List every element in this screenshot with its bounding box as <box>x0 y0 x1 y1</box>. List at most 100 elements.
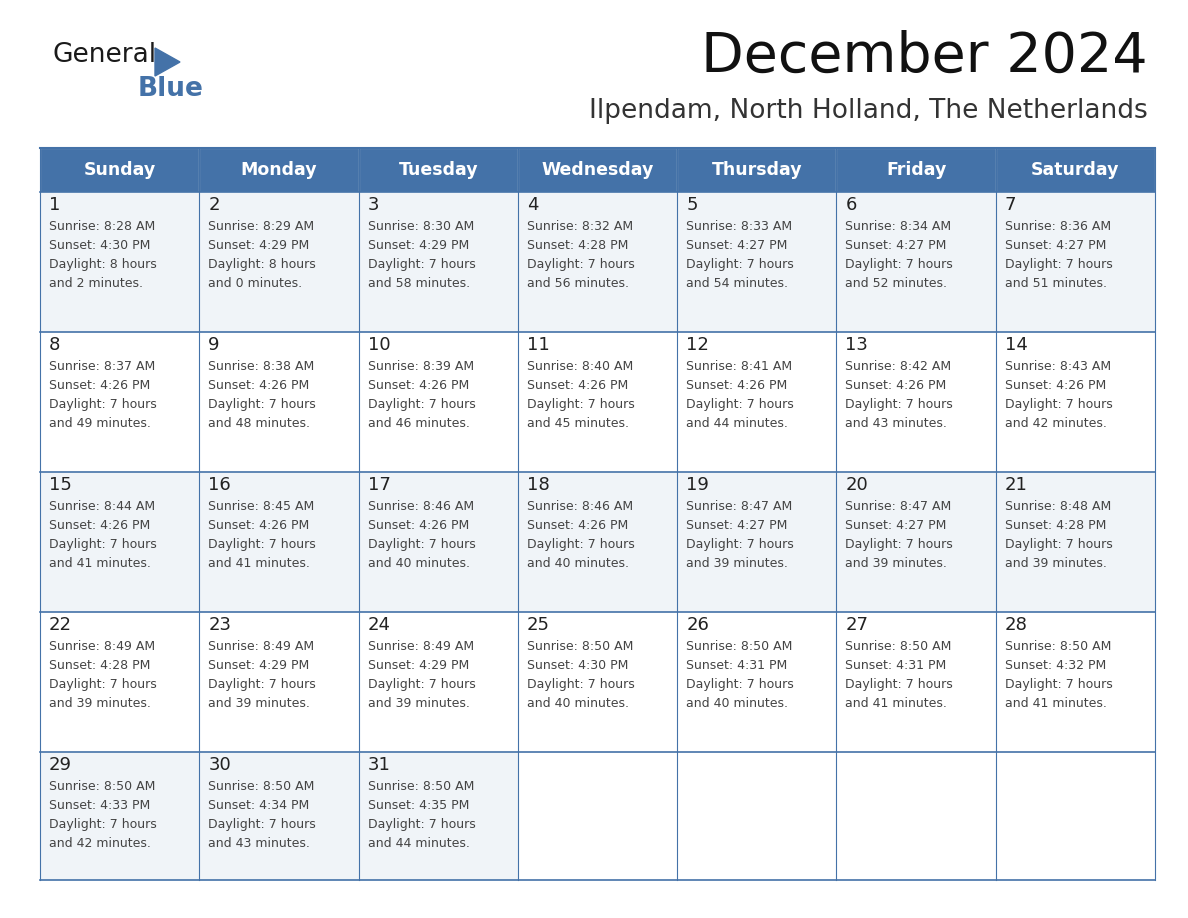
Bar <box>40 332 200 472</box>
Text: 5: 5 <box>687 196 697 214</box>
Text: Sunrise: 8:36 AM: Sunrise: 8:36 AM <box>1005 220 1111 233</box>
Text: Sunset: 4:30 PM: Sunset: 4:30 PM <box>526 659 628 672</box>
Text: Daylight: 8 hours: Daylight: 8 hours <box>49 258 157 271</box>
Text: and 45 minutes.: and 45 minutes. <box>526 417 628 430</box>
Text: 25: 25 <box>526 616 550 634</box>
Text: Sunrise: 8:50 AM: Sunrise: 8:50 AM <box>1005 640 1111 653</box>
Text: Sunrise: 8:28 AM: Sunrise: 8:28 AM <box>49 220 156 233</box>
Text: Sunset: 4:27 PM: Sunset: 4:27 PM <box>846 519 947 532</box>
Bar <box>40 192 200 332</box>
Text: Blue: Blue <box>138 76 204 102</box>
Text: Daylight: 7 hours: Daylight: 7 hours <box>687 538 794 551</box>
Text: Sunset: 4:29 PM: Sunset: 4:29 PM <box>367 659 469 672</box>
Text: Daylight: 7 hours: Daylight: 7 hours <box>846 538 953 551</box>
Text: Daylight: 7 hours: Daylight: 7 hours <box>1005 258 1112 271</box>
Bar <box>518 332 677 472</box>
Text: Sunset: 4:27 PM: Sunset: 4:27 PM <box>846 239 947 252</box>
Bar <box>996 752 1155 880</box>
Text: Daylight: 7 hours: Daylight: 7 hours <box>687 398 794 411</box>
Text: Sunset: 4:27 PM: Sunset: 4:27 PM <box>687 239 788 252</box>
Text: and 40 minutes.: and 40 minutes. <box>526 557 628 570</box>
Text: Tuesday: Tuesday <box>398 161 478 179</box>
Text: Sunset: 4:26 PM: Sunset: 4:26 PM <box>526 379 628 392</box>
Bar <box>40 148 200 192</box>
Bar <box>200 192 359 332</box>
Text: Sunset: 4:35 PM: Sunset: 4:35 PM <box>367 799 469 812</box>
Text: Sunset: 4:31 PM: Sunset: 4:31 PM <box>846 659 947 672</box>
Text: Sunrise: 8:37 AM: Sunrise: 8:37 AM <box>49 360 156 373</box>
Text: 21: 21 <box>1005 476 1028 494</box>
Text: Sunrise: 8:43 AM: Sunrise: 8:43 AM <box>1005 360 1111 373</box>
Text: Daylight: 7 hours: Daylight: 7 hours <box>367 678 475 691</box>
Text: and 0 minutes.: and 0 minutes. <box>208 277 303 290</box>
Text: Sunrise: 8:50 AM: Sunrise: 8:50 AM <box>687 640 792 653</box>
Text: Daylight: 7 hours: Daylight: 7 hours <box>208 818 316 831</box>
Text: Sunset: 4:26 PM: Sunset: 4:26 PM <box>687 379 788 392</box>
Text: 10: 10 <box>367 336 390 354</box>
Text: Sunset: 4:34 PM: Sunset: 4:34 PM <box>208 799 310 812</box>
Bar <box>359 612 518 752</box>
Text: 13: 13 <box>846 336 868 354</box>
Text: 30: 30 <box>208 756 230 774</box>
Text: and 39 minutes.: and 39 minutes. <box>367 697 469 710</box>
Bar <box>518 472 677 612</box>
Text: Daylight: 7 hours: Daylight: 7 hours <box>367 258 475 271</box>
Text: Sunrise: 8:38 AM: Sunrise: 8:38 AM <box>208 360 315 373</box>
Bar <box>836 332 996 472</box>
Text: Friday: Friday <box>886 161 947 179</box>
Bar <box>836 472 996 612</box>
Text: Daylight: 7 hours: Daylight: 7 hours <box>526 678 634 691</box>
Bar <box>200 332 359 472</box>
Text: Sunrise: 8:49 AM: Sunrise: 8:49 AM <box>367 640 474 653</box>
Text: 3: 3 <box>367 196 379 214</box>
Text: Sunrise: 8:50 AM: Sunrise: 8:50 AM <box>846 640 952 653</box>
Text: 29: 29 <box>49 756 72 774</box>
Text: Daylight: 7 hours: Daylight: 7 hours <box>687 678 794 691</box>
Text: and 41 minutes.: and 41 minutes. <box>49 557 151 570</box>
Text: 18: 18 <box>526 476 550 494</box>
Text: Daylight: 7 hours: Daylight: 7 hours <box>1005 538 1112 551</box>
Text: and 41 minutes.: and 41 minutes. <box>208 557 310 570</box>
Text: and 39 minutes.: and 39 minutes. <box>846 557 947 570</box>
Text: Sunset: 4:27 PM: Sunset: 4:27 PM <box>687 519 788 532</box>
Text: Saturday: Saturday <box>1031 161 1119 179</box>
Text: and 44 minutes.: and 44 minutes. <box>687 417 788 430</box>
Bar <box>359 192 518 332</box>
Text: and 54 minutes.: and 54 minutes. <box>687 277 788 290</box>
Text: Sunrise: 8:47 AM: Sunrise: 8:47 AM <box>687 500 792 513</box>
Text: Sunrise: 8:49 AM: Sunrise: 8:49 AM <box>208 640 315 653</box>
Text: Daylight: 7 hours: Daylight: 7 hours <box>687 258 794 271</box>
Text: Sunrise: 8:33 AM: Sunrise: 8:33 AM <box>687 220 792 233</box>
Text: Sunrise: 8:41 AM: Sunrise: 8:41 AM <box>687 360 792 373</box>
Text: December 2024: December 2024 <box>701 30 1148 84</box>
Text: Wednesday: Wednesday <box>542 161 653 179</box>
Text: 8: 8 <box>49 336 61 354</box>
Text: 26: 26 <box>687 616 709 634</box>
Bar <box>836 612 996 752</box>
Text: and 43 minutes.: and 43 minutes. <box>846 417 947 430</box>
Text: and 40 minutes.: and 40 minutes. <box>526 697 628 710</box>
Bar <box>359 332 518 472</box>
Text: Sunrise: 8:44 AM: Sunrise: 8:44 AM <box>49 500 156 513</box>
Text: Sunrise: 8:47 AM: Sunrise: 8:47 AM <box>846 500 952 513</box>
Bar <box>359 148 518 192</box>
Bar <box>677 192 836 332</box>
Text: Sunset: 4:29 PM: Sunset: 4:29 PM <box>208 239 310 252</box>
Text: and 39 minutes.: and 39 minutes. <box>49 697 151 710</box>
Text: Sunset: 4:26 PM: Sunset: 4:26 PM <box>1005 379 1106 392</box>
Text: and 2 minutes.: and 2 minutes. <box>49 277 143 290</box>
Text: 15: 15 <box>49 476 72 494</box>
Text: 9: 9 <box>208 336 220 354</box>
Text: and 39 minutes.: and 39 minutes. <box>1005 557 1106 570</box>
Bar <box>996 192 1155 332</box>
Text: and 56 minutes.: and 56 minutes. <box>526 277 628 290</box>
Bar <box>200 472 359 612</box>
Text: 2: 2 <box>208 196 220 214</box>
Bar <box>996 612 1155 752</box>
Text: 4: 4 <box>526 196 538 214</box>
Text: 23: 23 <box>208 616 232 634</box>
Text: and 58 minutes.: and 58 minutes. <box>367 277 469 290</box>
Text: Sunrise: 8:40 AM: Sunrise: 8:40 AM <box>526 360 633 373</box>
Text: Sunset: 4:28 PM: Sunset: 4:28 PM <box>526 239 628 252</box>
Text: Sunset: 4:26 PM: Sunset: 4:26 PM <box>367 519 469 532</box>
